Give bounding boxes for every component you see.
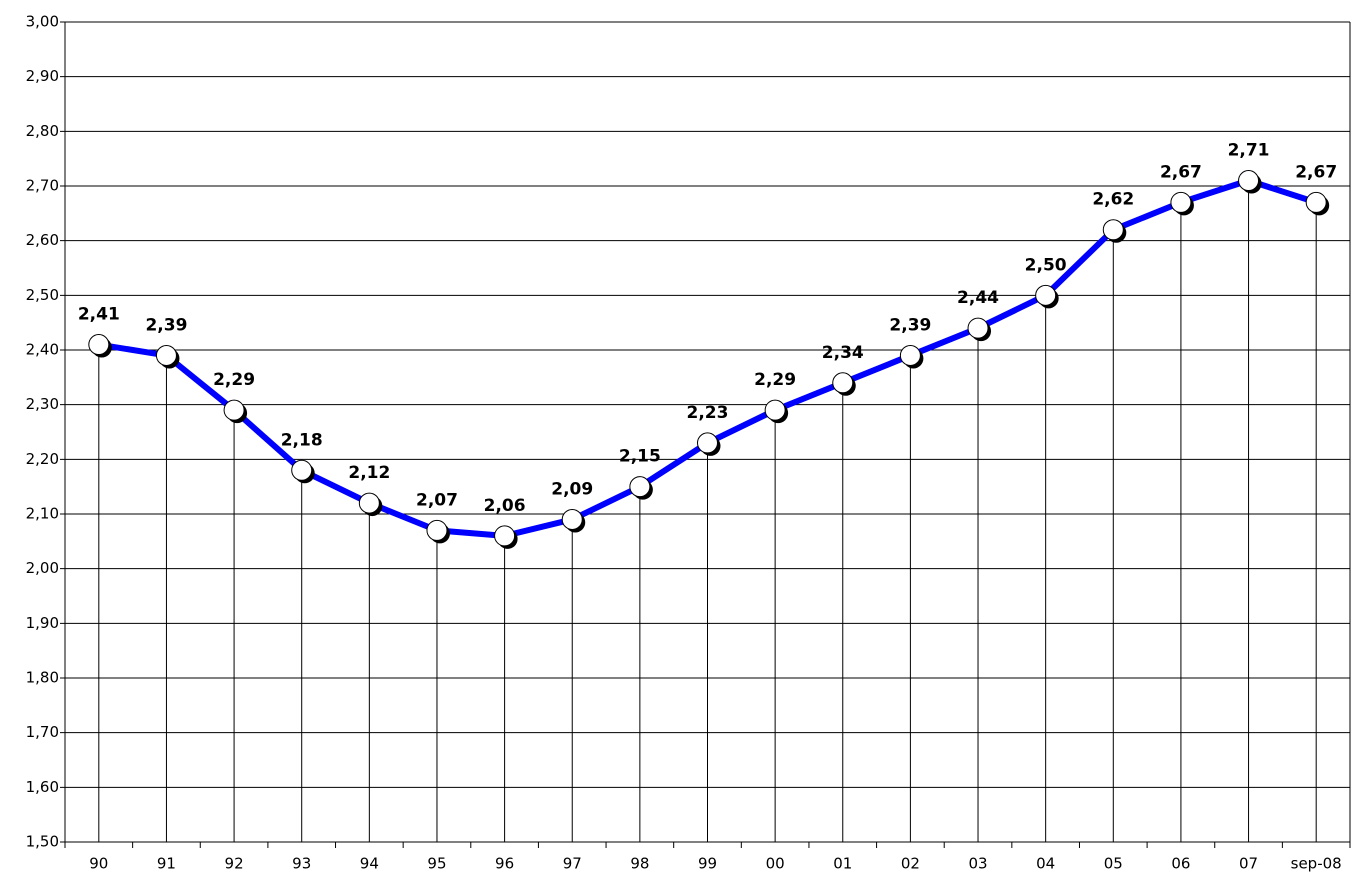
x-tick-label: 92 <box>225 855 244 873</box>
data-label: 2,41 <box>78 305 120 325</box>
marker <box>561 508 583 530</box>
data-label: 2,12 <box>348 463 390 483</box>
marker <box>832 372 854 394</box>
marker <box>1035 284 1057 306</box>
x-tick-label: 01 <box>833 855 852 873</box>
marker <box>967 317 989 339</box>
marker <box>899 344 921 366</box>
x-tick-label: 00 <box>766 855 785 873</box>
y-tick-label: 1,50 <box>26 833 59 851</box>
y-tick-label: 2,30 <box>26 395 59 413</box>
data-label: 2,39 <box>889 315 931 335</box>
data-label: 2,23 <box>687 403 729 423</box>
y-tick-label: 1,60 <box>26 778 59 796</box>
marker <box>697 432 718 454</box>
x-tick-label: 03 <box>968 855 987 873</box>
x-tick-label: 06 <box>1171 855 1190 873</box>
y-tick-label: 2,60 <box>26 231 59 249</box>
y-tick-label: 1,70 <box>26 723 59 741</box>
marker <box>88 334 110 356</box>
marker <box>155 344 177 366</box>
data-label: 2,39 <box>145 315 187 335</box>
x-tick-label: 91 <box>157 855 176 873</box>
x-tick-label: 93 <box>292 855 311 873</box>
marker <box>223 399 245 421</box>
y-tick-label: 2,00 <box>26 559 59 577</box>
y-tick-label: 2,20 <box>26 450 59 468</box>
y-tick-label: 3,00 <box>26 13 59 31</box>
marker <box>291 459 313 481</box>
data-label: 2,67 <box>1295 162 1337 182</box>
marker <box>1238 170 1260 192</box>
marker <box>426 519 448 541</box>
data-label: 2,62 <box>1092 190 1134 210</box>
data-label: 2,29 <box>754 370 796 390</box>
x-tick-label: 98 <box>630 855 649 873</box>
data-label: 2,07 <box>416 490 458 510</box>
marker <box>494 525 516 547</box>
marker <box>1305 191 1327 213</box>
y-tick-label: 2,90 <box>26 67 59 85</box>
data-label: 2,06 <box>484 496 526 516</box>
data-label: 2,15 <box>619 447 661 467</box>
data-label: 2,67 <box>1160 162 1202 182</box>
y-tick-label: 2,80 <box>26 122 59 140</box>
marker <box>1102 219 1124 241</box>
x-tick-label: 96 <box>495 855 514 873</box>
marker <box>764 399 786 421</box>
data-label: 2,71 <box>1228 141 1270 161</box>
y-tick-label: 2,50 <box>26 286 59 304</box>
y-tick-label: 1,90 <box>26 614 59 632</box>
x-tick-label: 99 <box>698 855 717 873</box>
data-label: 2,18 <box>281 430 323 450</box>
data-label: 2,09 <box>551 479 593 499</box>
data-label: 2,29 <box>213 370 255 390</box>
y-tick-label: 2,10 <box>26 505 59 523</box>
x-tick-label: 02 <box>901 855 920 873</box>
marker <box>358 492 380 514</box>
x-tick-label: 95 <box>427 855 446 873</box>
marker <box>629 476 651 498</box>
y-tick-label: 2,70 <box>26 177 59 195</box>
data-label: 2,50 <box>1025 255 1067 275</box>
x-tick-label: 90 <box>89 855 108 873</box>
y-tick-label: 1,80 <box>26 669 59 687</box>
x-tick-label: sep-08 <box>1291 855 1342 873</box>
x-tick-label: 07 <box>1239 855 1258 873</box>
data-label: 2,34 <box>822 343 864 363</box>
x-tick-label: 97 <box>563 855 582 873</box>
x-tick-label: 94 <box>360 855 379 873</box>
marker <box>1170 191 1192 213</box>
x-tick-label: 05 <box>1104 855 1123 873</box>
data-label: 2,44 <box>957 288 999 308</box>
y-tick-label: 2,40 <box>26 341 59 359</box>
x-tick-label: 04 <box>1036 855 1055 873</box>
